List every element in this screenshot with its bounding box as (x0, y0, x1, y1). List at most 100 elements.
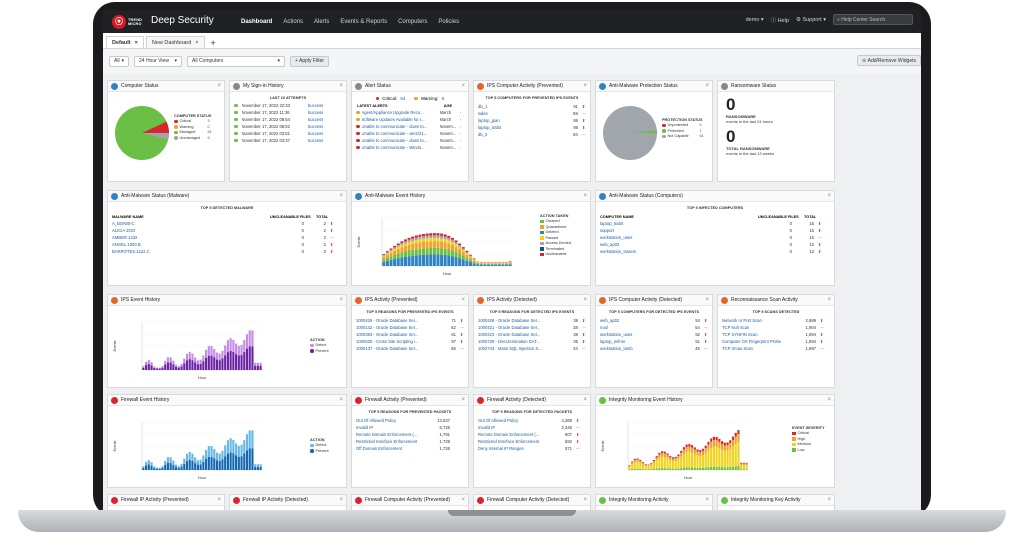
close-icon[interactable]: × (134, 39, 138, 46)
close-icon[interactable]: × (461, 297, 465, 303)
row-name[interactable]: A_BONIB-C (112, 221, 135, 226)
alert-row[interactable]: Agent/Appliance Upgrade Reco... March › (356, 109, 464, 116)
list-item[interactable]: Restricted Interface Enforcement 1,728 (356, 438, 464, 445)
widget-header[interactable]: Firewall Event History (108, 395, 346, 406)
legend-item[interactable]: Cleaned (540, 219, 571, 225)
legend-item[interactable]: Low (792, 447, 825, 453)
more-icon[interactable]: › (459, 124, 461, 129)
legend-item[interactable]: Detect (310, 443, 329, 449)
widget-header[interactable]: Integrity Monitoring Key Activity (718, 495, 834, 506)
row-name[interactable]: support (600, 228, 614, 233)
list-item[interactable]: TCP SYNFIN Scan 1,894 ⬆ (722, 331, 830, 338)
item-label[interactable]: Remote Domain Enforcement (... (356, 432, 418, 437)
widget-header[interactable]: My Sign-in History (230, 81, 346, 92)
more-icon[interactable]: › (459, 117, 461, 122)
more-icon[interactable]: › (459, 110, 461, 115)
table-row[interactable]: workstation_uses 0 15 — (600, 234, 830, 241)
item-label[interactable]: laptop_mifros (600, 339, 626, 344)
nav-policies[interactable]: Policies (438, 18, 460, 25)
list-item[interactable]: Invalid IP 6,725 (356, 424, 464, 431)
item-label[interactable]: Restricted Interface Enforcement (356, 439, 418, 444)
list-item[interactable]: 1000739 - DirectAnimation DAT... 35 ⬆ (478, 338, 586, 345)
close-icon[interactable]: × (583, 497, 587, 503)
list-item[interactable]: db_1 91 ⬆ (478, 103, 586, 110)
list-item[interactable]: workstation_uses 52 ⬆ (600, 331, 708, 338)
logo[interactable]: ⦿ TREND MICRO (103, 10, 227, 33)
widget-header[interactable]: Firewall Activity (Detected) (474, 395, 590, 406)
item-label[interactable]: Off Domain Enforcement (356, 446, 403, 451)
item-label[interactable]: Invalid IP (478, 425, 496, 430)
list-item[interactable]: web_ap02 54 ⬆ (600, 317, 708, 324)
close-icon[interactable]: × (339, 397, 343, 403)
item-label[interactable]: Out Of Allowed Policy (356, 418, 397, 423)
item-label[interactable]: workstation_uses (600, 332, 633, 337)
item-label[interactable]: 1000142 - Oracle Database Ser... (356, 325, 419, 330)
legend-item[interactable]: Passed (540, 235, 571, 241)
legend-item[interactable]: Prevent (310, 448, 329, 454)
alert-name[interactable]: Agent/Appliance Upgrade Reco... (361, 110, 424, 115)
item-label[interactable]: TCP Null Scan (722, 325, 750, 330)
legend-warning[interactable]: Warning 0 (174, 124, 212, 130)
row-name[interactable]: ANGEL.1000.B (112, 242, 141, 247)
list-item[interactable]: Out Of Allowed Policy 4,369 ⬆ (478, 417, 586, 424)
list-item[interactable]: Computer OS Fingerprint Probe 1,894 ⬆ (722, 338, 830, 345)
list-item[interactable]: 1000426 - Oracle Database Ser... 71 ⬆ (356, 317, 464, 324)
list-item[interactable]: laptop_jpan 86 ⬆ (478, 117, 586, 124)
list-item[interactable]: Off Domain Enforcement 1,726 (356, 445, 464, 452)
nav-actions[interactable]: Actions (283, 18, 304, 25)
legend-item[interactable]: Critical (792, 431, 825, 437)
list-item[interactable]: Network or Port Scan 2,689 ⬆ (722, 317, 830, 324)
item-label[interactable]: Remote Domain Enforcement (... (478, 432, 540, 437)
row-name[interactable]: laptop_trabit (600, 221, 624, 226)
list-item[interactable]: 1000530 - Cross Site Scripting i... 57 ⬆ (356, 338, 464, 345)
alert-name[interactable]: Unable to communicate - win2/21... (361, 131, 428, 136)
widget-header[interactable]: Anti-Malware Event History (352, 191, 590, 202)
legend-item[interactable]: Quarantined (540, 224, 571, 230)
alert-name[interactable]: Unable to communicate - dows to... (361, 138, 428, 143)
item-label[interactable]: 1000421 - Oracle Database Ser... (478, 325, 541, 330)
list-item[interactable]: TCP Null Scan 1,904 — (722, 324, 830, 331)
time-range-select[interactable]: 24 Hour View ▾ (134, 55, 182, 67)
list-item[interactable]: 1002743 - Mass SQL Injection S... 34— (478, 345, 586, 352)
list-item[interactable]: Invalid IP 2,346 — (478, 424, 586, 431)
table-row[interactable]: A_BONIB-C 0 2 ⬆ (112, 220, 342, 227)
tab-new-dashboard[interactable]: New Dashboard × (145, 36, 205, 48)
item-label[interactable]: mail (600, 325, 608, 330)
nav-computers[interactable]: Computers (398, 18, 428, 25)
widget-header[interactable]: Firewall Computer Activity (Prevented) (352, 495, 468, 506)
close-icon[interactable]: × (339, 193, 343, 199)
item-label[interactable]: 1000423 - Oracle Database Ser... (478, 332, 541, 337)
alert-name[interactable]: Software Updates Available for I... (361, 117, 425, 122)
close-icon[interactable]: × (461, 497, 465, 503)
alert-name[interactable]: Unable to communicate - Windo... (361, 145, 425, 150)
widget-header[interactable]: Computer Status (108, 81, 224, 92)
widget-header[interactable]: Firewall Activity (Prevented) (352, 395, 468, 406)
scope-select[interactable]: All ▾ (109, 55, 129, 67)
list-item[interactable]: Deny Internal IP Ranges 571 — (478, 445, 586, 452)
widget-header[interactable]: Anti-Malware Protection Status (596, 81, 712, 92)
widget-header[interactable]: Firewall IP Activity (Prevented) (108, 495, 224, 506)
item-label[interactable]: 1000426 - Oracle Database Ser... (356, 318, 419, 323)
close-icon[interactable]: × (339, 497, 343, 503)
legend-item[interactable]: High (792, 436, 825, 442)
more-icon[interactable]: › (459, 145, 461, 150)
list-item[interactable]: db_2 84— (478, 131, 586, 138)
list-item[interactable]: mail 54— (600, 324, 708, 331)
legend-item[interactable]: Terminated (540, 246, 571, 252)
tab-default[interactable]: Default × (106, 36, 144, 48)
item-label[interactable]: db_2 (478, 132, 488, 137)
item-label[interactable]: Invalid IP (356, 425, 374, 430)
item-label[interactable]: laptop_jpan (478, 118, 500, 123)
widget-header[interactable]: Firewall Computer Activity (Detected) (474, 495, 590, 506)
item-label[interactable]: sales (478, 111, 488, 116)
item-label[interactable]: TCP SYNFIN Scan (722, 332, 758, 337)
item-label[interactable]: Network or Port Scan (722, 318, 762, 323)
row-name[interactable]: BARROTES.1222.C (112, 249, 150, 254)
widget-header[interactable]: Integrity Monitoring Event History (596, 395, 834, 406)
list-item[interactable]: Out Of Allowed Policy 13,637 (356, 417, 464, 424)
nav-dashboard[interactable]: Dashboard (241, 18, 273, 25)
apply-filter-button[interactable]: + Apply Filter (290, 55, 330, 67)
row-name[interactable]: ALICIA ZOO (112, 228, 136, 233)
list-item[interactable]: Remote Domain Enforcement (... 1,791 (356, 431, 464, 438)
close-icon[interactable]: × (583, 193, 587, 199)
